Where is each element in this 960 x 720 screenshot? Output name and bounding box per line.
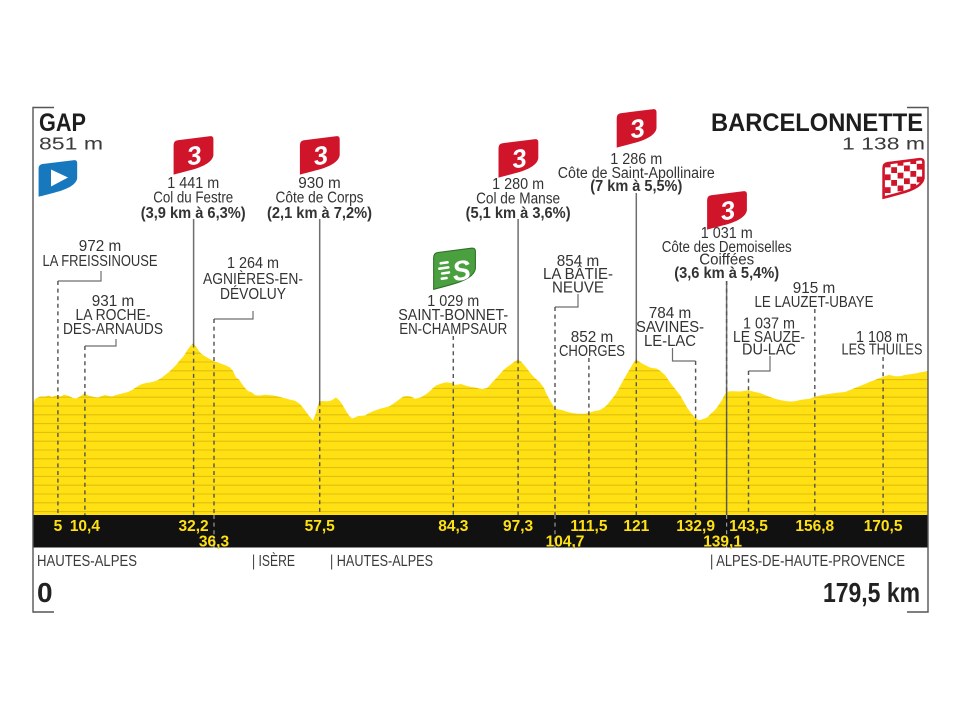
svg-text:1 037 m: 1 037 m [743,316,795,333]
svg-text:784 m: 784 m [649,305,692,322]
svg-text:| ALPES-DE-HAUTE-PROVENCE: | ALPES-DE-HAUTE-PROVENCE [710,553,905,570]
svg-text:97,3: 97,3 [503,518,534,535]
svg-text:DU-LAC: DU-LAC [742,342,796,359]
svg-text:10,4: 10,4 [70,518,101,535]
svg-text:LE-LAC: LE-LAC [644,333,696,350]
svg-text:3: 3 [311,140,330,172]
svg-text:1 029 m: 1 029 m [427,293,479,310]
svg-text:HAUTES-ALPES: HAUTES-ALPES [37,553,137,570]
svg-text:Côte de Corps: Côte de Corps [276,190,364,207]
svg-text:| HAUTES-ALPES: | HAUTES-ALPES [330,553,433,570]
svg-text:5: 5 [54,518,63,535]
svg-text:SAVINES-: SAVINES- [636,319,704,336]
svg-text:(3,9 km à 6,3%): (3,9 km à 6,3%) [141,205,246,222]
svg-text:DÉVOLUY: DÉVOLUY [220,286,286,303]
svg-text:CHORGES: CHORGES [559,343,625,360]
svg-text:GAP: GAP [39,109,86,137]
svg-text:LA FREISSINOUSE: LA FREISSINOUSE [43,253,158,270]
svg-text:Coiffées: Coiffées [699,252,754,269]
svg-text:1 286 m: 1 286 m [610,151,662,168]
svg-text:Côte de Saint-Apollinaire: Côte de Saint-Apollinaire [558,165,715,182]
svg-text:1 441 m: 1 441 m [167,175,219,192]
svg-text:915 m: 915 m [793,280,836,297]
svg-text:NEUVE: NEUVE [552,280,604,297]
svg-text:LA ROCHE-: LA ROCHE- [76,307,151,324]
svg-text:179,5 km: 179,5 km [823,577,920,608]
svg-text:1 280 m: 1 280 m [492,176,544,193]
svg-text:BARCELONNETTE: BARCELONNETTE [711,109,923,137]
svg-text:LE LAUZET-UBAYE: LE LAUZET-UBAYE [755,294,874,311]
svg-text:57,5: 57,5 [305,518,336,535]
svg-text:AGNIÈRES-EN-: AGNIÈRES-EN- [203,271,303,288]
svg-text:(3,6 km à 5,4%): (3,6 km à 5,4%) [674,265,779,282]
svg-text:156,8: 156,8 [795,518,834,535]
svg-text:1 108 m: 1 108 m [856,329,908,346]
svg-text:(2,1 km à 7,2%): (2,1 km à 7,2%) [267,205,372,222]
svg-text:931 m: 931 m [92,293,135,310]
svg-text:1 264 m: 1 264 m [227,255,279,272]
svg-text:Col de Manse: Col de Manse [476,191,560,208]
svg-text:139,1: 139,1 [703,534,742,551]
svg-text:LA BÂTIE-: LA BÂTIE- [543,266,613,283]
svg-text:LE SAUZE-: LE SAUZE- [733,329,805,346]
svg-text:(5,1 km à 3,6%): (5,1 km à 3,6%) [466,205,571,222]
svg-text:32,2: 32,2 [179,518,209,535]
svg-text:Col du Festre: Col du Festre [153,190,233,207]
svg-text:Côte des Demoiselles: Côte des Demoiselles [662,239,792,256]
svg-text:3: 3 [718,195,737,227]
svg-text:0: 0 [37,577,53,608]
svg-text:(7 km à 5,5%): (7 km à 5,5%) [590,178,682,195]
svg-text:851 m: 851 m [39,134,103,154]
svg-text:84,3: 84,3 [438,518,469,535]
svg-text:| ISÈRE: | ISÈRE [252,553,295,570]
svg-text:143,5: 143,5 [729,518,768,535]
svg-text:36,3: 36,3 [199,534,230,551]
svg-text:EN-CHAMPSAUR: EN-CHAMPSAUR [399,321,507,338]
svg-text:854 m: 854 m [557,253,600,270]
svg-text:930 m: 930 m [298,175,341,192]
svg-text:1 031 m: 1 031 m [701,225,753,242]
svg-text:972 m: 972 m [79,238,122,255]
svg-text:132,9: 132,9 [676,518,715,535]
svg-text:3: 3 [185,140,204,172]
svg-text:3: 3 [510,143,529,175]
svg-text:104,7: 104,7 [546,534,585,551]
svg-text:170,5: 170,5 [864,518,903,535]
svg-text:DES-ARNAUDS: DES-ARNAUDS [63,321,163,338]
svg-text:121: 121 [623,518,649,535]
svg-text:111,5: 111,5 [570,518,607,535]
svg-text:3: 3 [628,113,647,145]
svg-text:852 m: 852 m [571,329,614,346]
svg-text:LES THUILES: LES THUILES [842,342,923,359]
svg-text:1 138 m: 1 138 m [842,134,925,154]
svg-text:SAINT-BONNET-: SAINT-BONNET- [398,307,508,324]
